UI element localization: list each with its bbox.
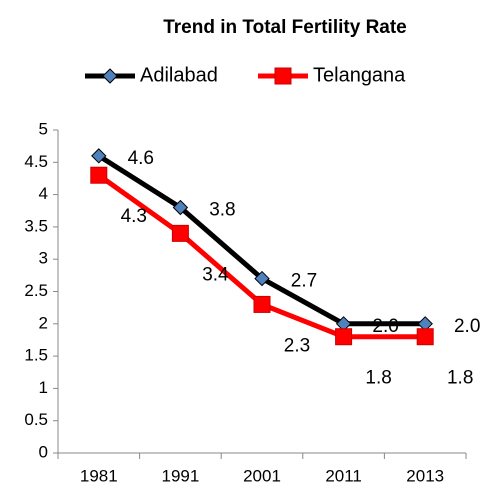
y-tick-label: 0 <box>39 442 48 461</box>
x-tick-label: 2001 <box>243 466 281 485</box>
y-tick-label: 3.5 <box>24 216 48 235</box>
marker <box>254 270 270 287</box>
marker <box>416 328 434 346</box>
marker <box>91 148 107 164</box>
x-tick-label: 1981 <box>80 466 118 485</box>
x-tick-label: 1991 <box>161 466 199 485</box>
legend-label: Adilabad <box>140 64 218 86</box>
y-tick-label: 5 <box>39 119 48 138</box>
y-tick-label: 1.5 <box>24 346 48 365</box>
x-tick-label: 2013 <box>406 466 444 485</box>
marker <box>172 199 189 216</box>
data-label: 2.0 <box>372 316 398 337</box>
data-label: 1.8 <box>447 368 473 389</box>
marker <box>90 166 108 184</box>
data-label: 3.4 <box>202 264 229 285</box>
marker <box>335 328 353 346</box>
legend-label: Telangana <box>313 64 406 86</box>
data-label: 2.0 <box>454 316 480 337</box>
marker <box>253 295 271 313</box>
y-tick-label: 4 <box>39 184 48 203</box>
data-label: 4.6 <box>128 148 154 169</box>
marker <box>171 224 189 242</box>
data-label: 4.3 <box>121 206 147 227</box>
data-label: 3.8 <box>209 200 235 221</box>
y-tick-label: 1 <box>39 378 48 397</box>
x-tick-label: 2011 <box>325 466 362 485</box>
y-tick-label: 0.5 <box>24 410 48 429</box>
data-label: 2.7 <box>291 271 317 292</box>
marker <box>274 67 292 85</box>
chart-title: Trend in Total Fertility Rate <box>163 17 407 38</box>
data-label: 1.8 <box>365 368 391 389</box>
y-tick-label: 4.5 <box>24 152 48 171</box>
y-tick-label: 2.5 <box>24 281 48 300</box>
y-tick-label: 2 <box>39 313 48 332</box>
marker <box>102 68 118 84</box>
y-tick-label: 3 <box>39 249 48 268</box>
data-label: 2.3 <box>284 335 310 356</box>
